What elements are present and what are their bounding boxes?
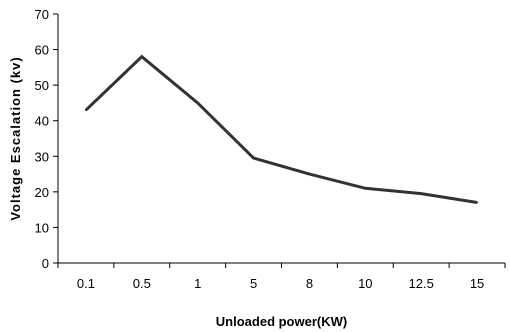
data-point xyxy=(476,201,479,204)
series-layer xyxy=(84,54,479,205)
y-tick-label: 70 xyxy=(35,7,49,22)
y-tick-label: 60 xyxy=(35,43,49,58)
x-tick-label: 0.5 xyxy=(133,276,151,291)
series-line xyxy=(84,54,478,205)
y-tick-label: 30 xyxy=(35,149,49,164)
y-axis-title: Voltage Escalation (kv) xyxy=(8,56,23,220)
y-tick-label: 0 xyxy=(42,256,49,271)
data-point xyxy=(140,55,143,58)
data-point xyxy=(308,173,311,176)
data-point xyxy=(252,157,255,160)
y-tick-label: 40 xyxy=(35,114,49,129)
x-tick-label: 12.5 xyxy=(409,276,434,291)
data-point xyxy=(420,192,423,195)
data-point xyxy=(196,101,199,104)
data-point xyxy=(84,109,87,112)
y-tick-label: 10 xyxy=(35,220,49,235)
x-tick-label: 0.1 xyxy=(77,276,95,291)
x-axis-title: Unloaded power(KW) xyxy=(216,314,347,329)
x-ticks: 0.1 0.5 1 5 8 10 12.5 15 xyxy=(57,263,506,291)
x-tick-label: 1 xyxy=(194,276,201,291)
data-point xyxy=(364,187,367,190)
x-tick-label: 5 xyxy=(250,276,257,291)
x-tick-label: 8 xyxy=(306,276,313,291)
x-tick-label: 15 xyxy=(470,276,484,291)
y-ticks: 0 10 20 30 40 50 60 70 xyxy=(35,7,58,271)
x-tick-label: 10 xyxy=(358,276,372,291)
y-tick-label: 50 xyxy=(35,78,49,93)
axes xyxy=(57,14,505,264)
y-tick-label: 20 xyxy=(35,185,49,200)
